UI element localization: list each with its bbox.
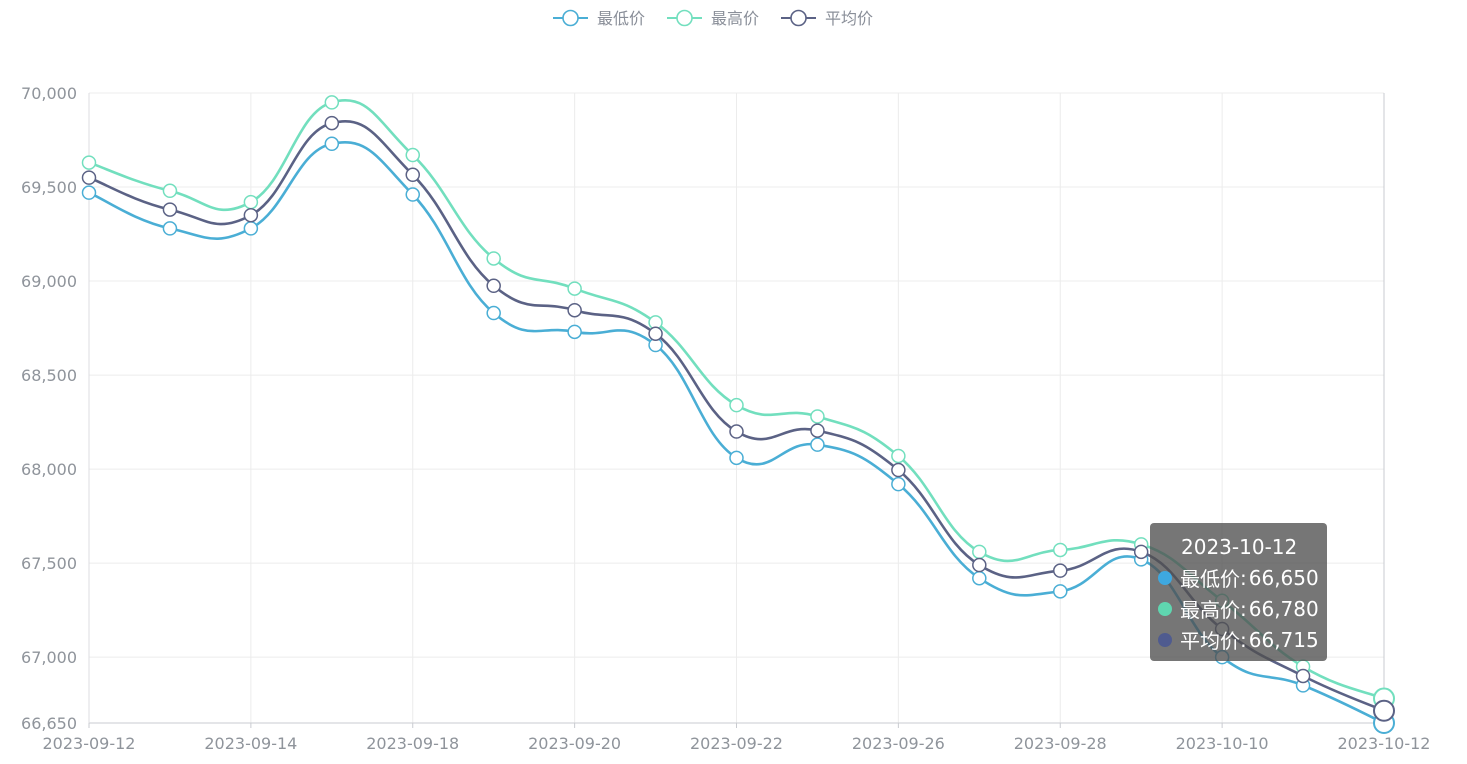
data-point-low bbox=[405, 187, 420, 202]
data-point-average bbox=[162, 202, 178, 217]
data-point-average bbox=[891, 462, 906, 478]
y-tick-label: 70,000 bbox=[21, 84, 77, 103]
tooltip-low-value: 66,650 bbox=[1248, 565, 1319, 590]
y-tick-label: 69,000 bbox=[21, 272, 77, 291]
x-tick-label: 2023-10-10 bbox=[1176, 734, 1269, 753]
x-tick-label: 2023-09-26 bbox=[852, 734, 945, 753]
x-tick-label: 2023-09-14 bbox=[204, 734, 297, 753]
data-point-low bbox=[891, 476, 906, 492]
data-point-average bbox=[1373, 699, 1395, 722]
data-point-high bbox=[162, 183, 178, 199]
tooltip-average-marker bbox=[1158, 632, 1172, 647]
x-tick-label: 2023-10-12 bbox=[1338, 734, 1431, 753]
tooltip-row-average: 平均价: 66,715 bbox=[1158, 624, 1319, 655]
tooltip-high-value: 66,780 bbox=[1248, 596, 1319, 621]
data-point-average bbox=[1295, 668, 1311, 684]
tooltip-high-label: 最高价 bbox=[1180, 598, 1240, 622]
y-tick-label: 68,000 bbox=[21, 460, 77, 479]
data-point-high bbox=[405, 147, 420, 163]
tooltip-row-high: 最高价: 66,780 bbox=[1158, 593, 1319, 624]
data-point-high bbox=[486, 251, 501, 266]
data-point-low bbox=[81, 185, 97, 200]
data-point-average bbox=[486, 278, 501, 294]
tooltip-title: 2023-10-12 bbox=[1181, 535, 1298, 559]
y-tick-label: 67,500 bbox=[21, 554, 77, 573]
data-point-low bbox=[243, 221, 259, 236]
data-point-low bbox=[486, 305, 501, 321]
data-point-average bbox=[972, 557, 987, 573]
y-tick-label: 69,500 bbox=[21, 178, 77, 197]
tooltip-row-low: 最低价: 66,650 bbox=[1158, 562, 1319, 593]
data-point-low bbox=[729, 450, 744, 466]
data-point-low bbox=[567, 324, 582, 340]
x-tick-label: 2023-09-28 bbox=[1014, 734, 1107, 753]
data-point-average bbox=[810, 423, 825, 438]
data-point-high bbox=[324, 95, 340, 110]
legend-marker-average bbox=[790, 9, 807, 27]
data-point-average bbox=[729, 424, 744, 439]
data-point-high bbox=[1053, 542, 1068, 558]
data-point-average bbox=[1133, 544, 1149, 560]
data-point-high bbox=[567, 281, 582, 296]
data-point-average bbox=[324, 115, 340, 131]
data-point-average bbox=[567, 302, 582, 318]
tooltip-low-marker bbox=[1158, 570, 1172, 585]
data-point-high bbox=[243, 194, 259, 210]
data-point-high bbox=[729, 397, 744, 413]
chart-tooltip: 2023-10-12 最低价: 66,650 最高价: 66,780 平均价: … bbox=[1150, 523, 1327, 661]
data-point-low bbox=[810, 437, 825, 452]
data-point-average bbox=[405, 167, 420, 183]
legend-marker-low bbox=[562, 9, 579, 27]
tooltip-low-label: 最低价 bbox=[1180, 567, 1240, 591]
legend-marker-high bbox=[676, 9, 693, 27]
data-point-high bbox=[891, 448, 906, 464]
tooltip-average-value: 66,715 bbox=[1248, 627, 1319, 652]
data-point-average bbox=[81, 170, 97, 185]
y-tick-label: 67,000 bbox=[21, 648, 77, 667]
x-tick-label: 2023-09-18 bbox=[366, 734, 459, 753]
legend-label-average: 平均价 bbox=[825, 9, 873, 28]
y-tick-label: 68,500 bbox=[21, 366, 77, 385]
data-point-average bbox=[1053, 563, 1068, 578]
data-point-high bbox=[81, 155, 97, 170]
legend-label-low: 最低价 bbox=[597, 9, 645, 28]
x-tick-label: 2023-09-22 bbox=[690, 734, 783, 753]
data-point-low bbox=[324, 136, 340, 152]
x-tick-label: 2023-09-20 bbox=[528, 734, 621, 753]
legend-label-high: 最高价 bbox=[711, 9, 759, 28]
data-point-high bbox=[810, 409, 825, 424]
data-point-low bbox=[972, 570, 987, 586]
data-point-high bbox=[972, 544, 987, 560]
x-tick-label: 2023-09-12 bbox=[43, 734, 136, 753]
data-point-average bbox=[648, 326, 663, 341]
tooltip-high-marker bbox=[1158, 601, 1172, 616]
y-tick-label: 66,650 bbox=[21, 714, 77, 733]
tooltip-average-label: 平均价 bbox=[1180, 629, 1240, 653]
data-point-low bbox=[162, 221, 178, 236]
data-point-average bbox=[243, 207, 259, 223]
data-point-low bbox=[1053, 584, 1068, 599]
